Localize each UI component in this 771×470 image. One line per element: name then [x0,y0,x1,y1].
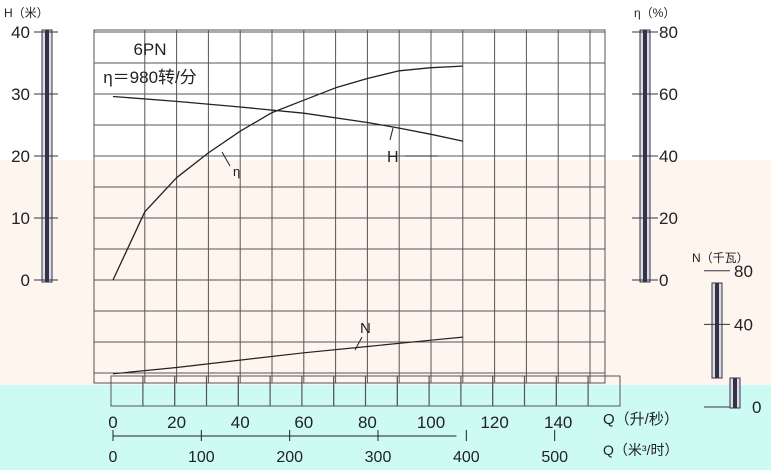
eta-leader-line [221,151,231,167]
plot-frame [93,29,606,384]
x-tick-label: 20 [167,413,186,432]
eta-tick-label: 80 [659,23,678,42]
chart-title: 6PN [133,40,166,59]
x2-tick-label: 400 [453,449,480,466]
x-tick-label: 100 [417,413,445,432]
n-tick-label: 80 [734,262,753,281]
performance-curves [112,65,463,375]
h-tick-label: 40 [11,23,30,42]
h-tick-label: 20 [11,147,30,166]
x-axis-label: Q（升/秒） [603,411,679,428]
n-tick-label: 0 [752,398,761,417]
chart-subtitle: η＝980转/分 [103,68,197,87]
x-tick-label: 0 [108,413,117,432]
x2-tick-label: 500 [541,449,568,466]
eta-axis-label: η（%） [634,6,675,20]
n-tick-label: 40 [734,315,753,334]
flow-scale-strip [0,385,771,470]
eta-tick-label: 60 [659,85,678,104]
x2-tick-label: 100 [188,449,215,466]
flow-scale-cell [587,375,621,407]
n-axis-bar-base-core [733,378,737,408]
n-axis-label: N（千瓦） [692,251,749,265]
x-tick-label: 120 [480,413,508,432]
h-tick-label: 10 [11,209,30,228]
h-curve [112,95,463,142]
h-curve-label: H [387,149,399,166]
n-leader-line [354,336,363,351]
background-band [0,160,771,385]
x-tick-label: 40 [231,413,250,432]
x2-tick-label: 200 [276,449,303,466]
x2-tick-label: 300 [365,449,392,466]
plot-grid [93,29,621,407]
eta-tick-label: 40 [659,147,678,166]
n-curve [112,336,463,375]
x-tick-label: 60 [294,413,313,432]
x2-axis-label: Q（米³/时） [603,442,678,458]
x-tick-label: 80 [358,413,377,432]
n-curve-label: N [360,320,371,337]
x2-tick-label: 0 [109,449,118,466]
n-axis-bar-core [715,283,719,378]
eta-tick-label: 20 [659,209,678,228]
h-axis-label: H（米） [4,6,49,20]
eta-curve-label: η [233,164,240,179]
x-tick-label: 140 [544,413,572,432]
eta-tick-label: 0 [659,271,668,290]
eta-curve [112,65,463,281]
h-tick-label: 0 [21,271,30,290]
h-tick-label: 30 [11,85,30,104]
h-leader-line [389,127,394,141]
